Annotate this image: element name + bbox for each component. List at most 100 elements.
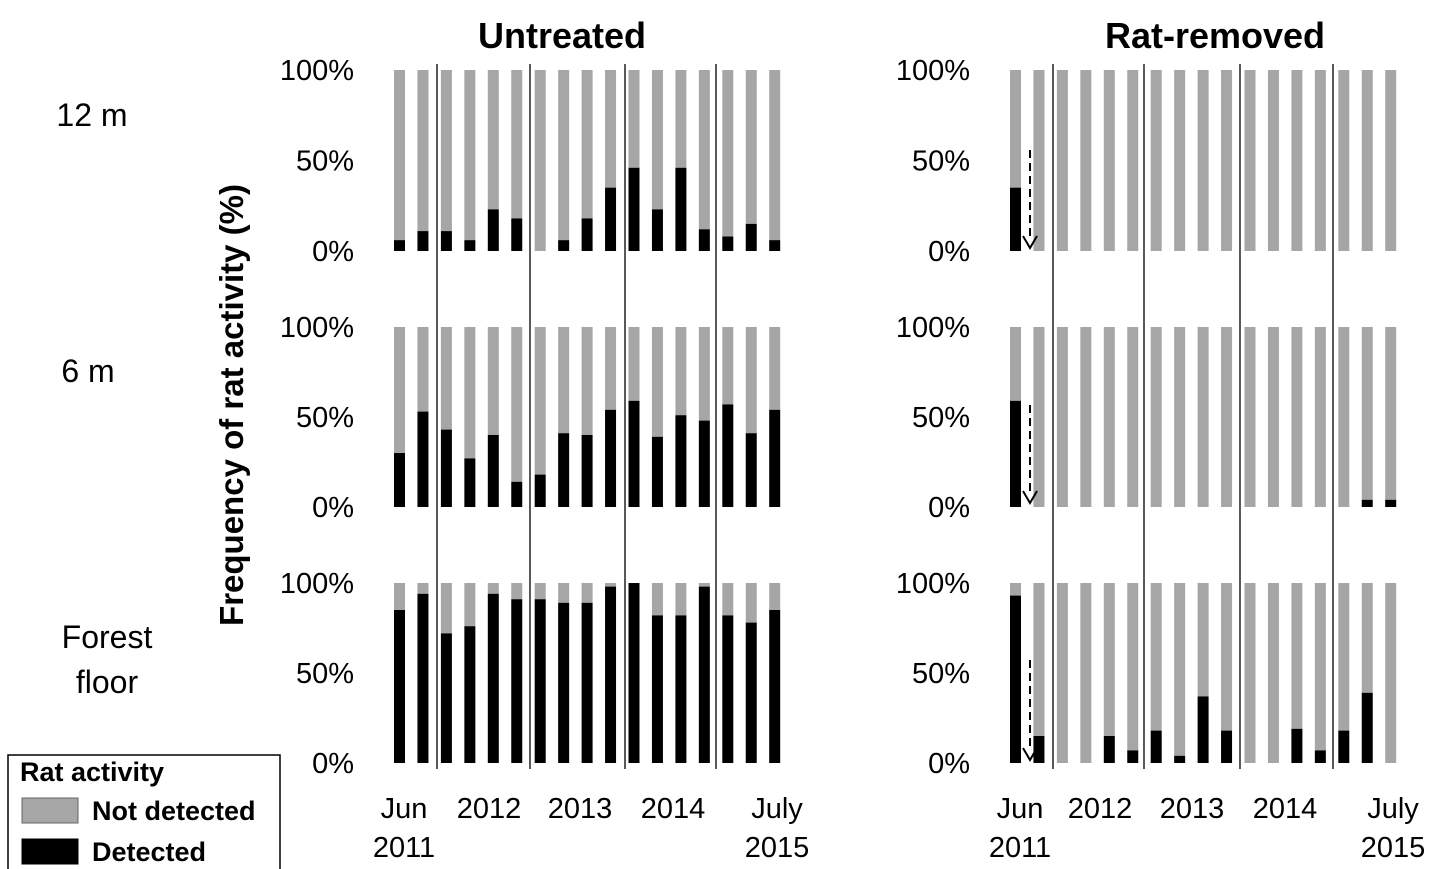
bar-not-detected: [558, 70, 570, 241]
bar-not-detected: [558, 583, 570, 603]
bar-detected: [628, 583, 640, 763]
bar-not-detected: [511, 327, 523, 482]
bar-not-detected: [1033, 70, 1045, 251]
bar-detected: [394, 240, 405, 251]
y-tick-label: 0%: [928, 236, 970, 268]
bar-detected: [745, 223, 757, 251]
bar-not-detected: [1033, 327, 1045, 507]
bar-not-detected: [1221, 70, 1233, 251]
bar-not-detected: [534, 327, 546, 475]
bar-detected: [628, 167, 640, 251]
bar-not-detected: [675, 327, 687, 416]
bar-not-detected: [511, 70, 523, 219]
bar-not-detected: [1174, 327, 1186, 507]
bar-not-detected: [1314, 70, 1326, 251]
bar-detected: [394, 453, 405, 507]
bar-detected: [769, 240, 781, 251]
x-tick-label: Jun: [997, 793, 1044, 825]
y-tick-label: 0%: [312, 236, 354, 268]
y-tick-label: 100%: [280, 55, 354, 87]
bar-detected: [1010, 595, 1021, 763]
bar-not-detected: [1361, 70, 1373, 251]
bar-not-detected: [1244, 583, 1256, 763]
bar-detected: [1150, 730, 1162, 763]
bar-detected: [417, 231, 429, 251]
x-tick-label: 2015: [1361, 832, 1426, 864]
removal-arrow: [1022, 405, 1038, 505]
x-tick-label: July: [1367, 793, 1419, 825]
bar-not-detected: [1056, 70, 1068, 251]
bar-not-detected: [769, 327, 781, 410]
bar-not-detected: [1150, 583, 1162, 731]
bar-not-detected: [1010, 583, 1021, 596]
y-tick-label: 50%: [296, 402, 354, 434]
panel-title-untreated: Untreated: [478, 15, 646, 56]
bar-not-detected: [1127, 583, 1139, 751]
bar-not-detected: [1338, 583, 1350, 731]
bar-detected: [1361, 499, 1373, 507]
bar-not-detected: [1150, 327, 1162, 507]
bar-detected: [745, 433, 757, 507]
y-tick-label: 0%: [312, 492, 354, 524]
bar-detected: [511, 599, 523, 763]
bar-not-detected: [1244, 70, 1256, 251]
chart-panel-rat-removed-1: 0% 50% 100%: [896, 312, 1397, 524]
bar-detected: [722, 404, 734, 507]
bar-detected: [722, 236, 734, 251]
bar-not-detected: [487, 327, 499, 435]
bar-detected: [511, 218, 523, 251]
bar-not-detected: [698, 327, 710, 421]
chart-panel-untreated-0: 0% 50% 100%: [280, 55, 781, 268]
bar-not-detected: [1080, 583, 1092, 763]
bar-detected: [440, 429, 452, 507]
bar-not-detected: [769, 583, 781, 610]
y-tick-label: 100%: [280, 312, 354, 344]
bar-not-detected: [1150, 70, 1162, 251]
bar-not-detected: [1385, 70, 1397, 251]
y-tick-label: 50%: [296, 658, 354, 690]
removal-arrow-head: [1022, 490, 1038, 505]
removal-arrow: [1022, 150, 1038, 250]
bar-not-detected: [1056, 327, 1068, 507]
y-tick-label: 50%: [912, 402, 970, 434]
bar-not-detected: [722, 583, 734, 616]
bar-not-detected: [605, 583, 617, 587]
bar-not-detected: [698, 70, 710, 230]
bar-detected: [605, 586, 617, 763]
bar-detected: [581, 602, 593, 763]
bar-not-detected: [1010, 327, 1021, 401]
bar-not-detected: [745, 327, 757, 434]
bar-not-detected: [1361, 583, 1373, 693]
bar-not-detected: [394, 327, 405, 453]
bar-not-detected: [1314, 327, 1326, 507]
bar-not-detected: [464, 583, 476, 627]
bar-detected: [722, 615, 734, 763]
bar-detected: [511, 481, 523, 507]
bar-not-detected: [1361, 327, 1373, 500]
row-label: 12 m: [56, 97, 127, 133]
bar-not-detected: [651, 327, 663, 437]
y-tick-label: 0%: [312, 748, 354, 780]
bar-detected: [417, 411, 429, 507]
bar-detected: [1291, 728, 1303, 763]
bar-not-detected: [1244, 327, 1256, 507]
bar-not-detected: [1127, 327, 1139, 507]
bar-not-detected: [605, 327, 617, 410]
x-tick-label: 2012: [457, 793, 522, 825]
bar-detected: [464, 240, 476, 251]
bar-not-detected: [534, 70, 546, 251]
bar-not-detected: [511, 583, 523, 600]
bar-not-detected: [1174, 583, 1186, 756]
bar-not-detected: [581, 70, 593, 219]
bar-not-detected: [394, 70, 405, 241]
chart-panel-rat-removed-0: 0% 50% 100%: [896, 55, 1397, 268]
bar-not-detected: [1338, 70, 1350, 251]
bar-detected: [745, 622, 757, 763]
bar-not-detected: [440, 583, 452, 634]
y-tick-label: 100%: [280, 568, 354, 600]
bar-not-detected: [1056, 583, 1068, 763]
bar-detected: [1314, 750, 1326, 763]
bar-not-detected: [534, 583, 546, 600]
y-tick-label: 50%: [912, 658, 970, 690]
bar-not-detected: [1080, 327, 1092, 507]
